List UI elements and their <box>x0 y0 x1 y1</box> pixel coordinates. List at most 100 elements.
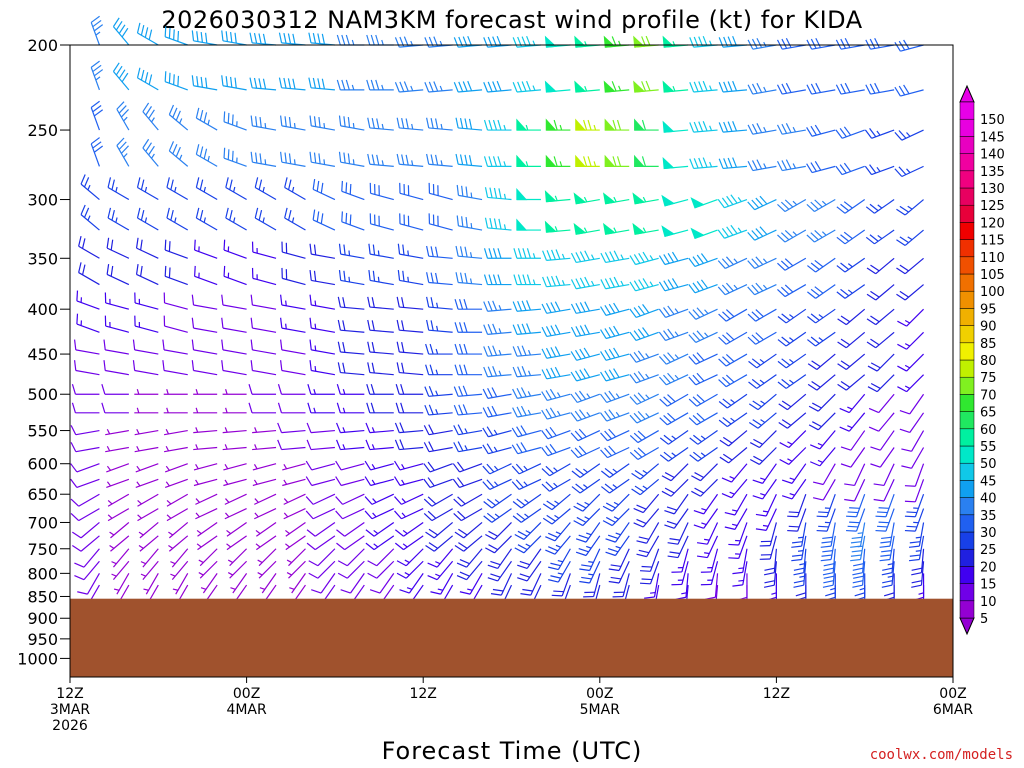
wind-barb <box>76 313 100 333</box>
wind-barb <box>78 262 100 286</box>
wind-barb <box>482 387 512 399</box>
wind-barb <box>112 62 130 91</box>
wind-barb <box>195 177 218 201</box>
wind-barb <box>277 402 306 414</box>
wind-barb <box>191 30 218 46</box>
y-tick-label: 950 <box>27 630 58 649</box>
colorbar-tick-label: 10 <box>980 595 997 610</box>
wind-barb <box>423 493 453 507</box>
wind-barb <box>787 494 807 518</box>
wind-barb <box>667 535 689 559</box>
wind-barb <box>483 119 512 131</box>
wind-barb <box>136 22 159 46</box>
wind-barb <box>544 80 571 93</box>
colorbar-tick-label: 65 <box>980 406 997 421</box>
wind-barb <box>191 317 218 333</box>
wind-barb <box>846 508 866 532</box>
wind-barb <box>225 207 247 231</box>
wind-barb <box>453 80 483 93</box>
wind-barb <box>866 284 895 301</box>
wind-barb <box>284 177 306 201</box>
wind-barb <box>163 389 188 395</box>
wind-barb <box>490 573 513 596</box>
wind-barb <box>600 325 630 340</box>
wind-barb <box>659 447 689 462</box>
wind-barb <box>227 548 248 567</box>
wind-barb <box>728 535 748 559</box>
wind-barb <box>254 177 277 201</box>
wind-barb <box>452 461 483 473</box>
wind-barb <box>142 138 159 167</box>
wind-barb <box>690 197 718 209</box>
wind-barb <box>629 446 659 461</box>
wind-barb <box>836 257 866 273</box>
colorbar-swatch <box>959 445 975 464</box>
wind-barb <box>278 77 306 91</box>
wind-barb <box>664 508 689 529</box>
wind-barb <box>717 224 748 239</box>
wind-barb <box>837 308 866 326</box>
wind-barb <box>696 535 719 559</box>
wind-barb <box>601 463 630 478</box>
wind-barb <box>864 164 895 176</box>
wind-barb <box>305 493 336 505</box>
wind-barb <box>193 407 218 414</box>
wind-barb <box>779 430 807 449</box>
wind-barb <box>575 118 600 131</box>
wind-barb <box>691 478 718 497</box>
wind-barb <box>541 366 571 380</box>
wind-barb <box>631 463 660 480</box>
wind-barb <box>163 445 188 453</box>
wind-barb <box>335 493 365 505</box>
wind-barb <box>223 111 247 131</box>
wind-barb <box>425 522 454 539</box>
wind-barb <box>222 407 247 414</box>
wind-barb <box>810 430 836 450</box>
wind-barb <box>671 548 689 573</box>
wind-barb <box>257 560 277 579</box>
wind-barb <box>904 463 925 487</box>
wind-barb <box>453 493 483 507</box>
wind-barb <box>364 493 395 505</box>
wind-barb <box>394 508 424 520</box>
wind-barb <box>661 478 689 497</box>
wind-barb <box>223 147 247 167</box>
wind-barb <box>138 535 159 552</box>
wind-barb <box>603 80 630 93</box>
wind-barb <box>257 548 277 567</box>
wind-barb <box>74 560 100 581</box>
wind-barb <box>195 493 218 505</box>
wind-barb <box>426 272 453 286</box>
wind-barb <box>541 478 571 492</box>
x-tick-label: 00Z <box>939 686 966 702</box>
colorbar-tick-label: 5 <box>980 612 988 627</box>
wind-barb <box>541 407 571 420</box>
wind-barb <box>748 374 777 389</box>
wind-barb <box>482 443 512 455</box>
x-axis-label: Forecast Time (UTC) <box>382 737 643 765</box>
wind-barb <box>78 235 100 259</box>
wind-barb <box>808 393 836 412</box>
wind-barb <box>512 508 542 523</box>
chart-title: 2026030312 NAM3KM forecast wind profile … <box>161 6 862 34</box>
wind-barb <box>338 243 365 259</box>
wind-barb <box>280 317 306 333</box>
colorbar-swatch <box>959 187 975 206</box>
wind-barb <box>747 226 777 241</box>
wind-barb <box>250 151 277 167</box>
wind-barb <box>250 115 277 131</box>
wind-barb <box>776 159 806 172</box>
wind-barb <box>484 187 512 201</box>
wind-barb <box>221 317 247 333</box>
x-tick-label: 6MAR <box>933 702 974 718</box>
x-tick-label: 2026 <box>52 718 88 734</box>
wind-barb <box>846 494 866 518</box>
colorbar-tick-label: 110 <box>980 251 1005 266</box>
wind-barb <box>636 522 660 544</box>
wind-barb <box>781 478 807 500</box>
wind-barb <box>658 251 689 266</box>
wind-barb <box>280 339 306 355</box>
wind-barb <box>134 292 159 310</box>
colorbar-tick-label: 150 <box>980 113 1005 128</box>
